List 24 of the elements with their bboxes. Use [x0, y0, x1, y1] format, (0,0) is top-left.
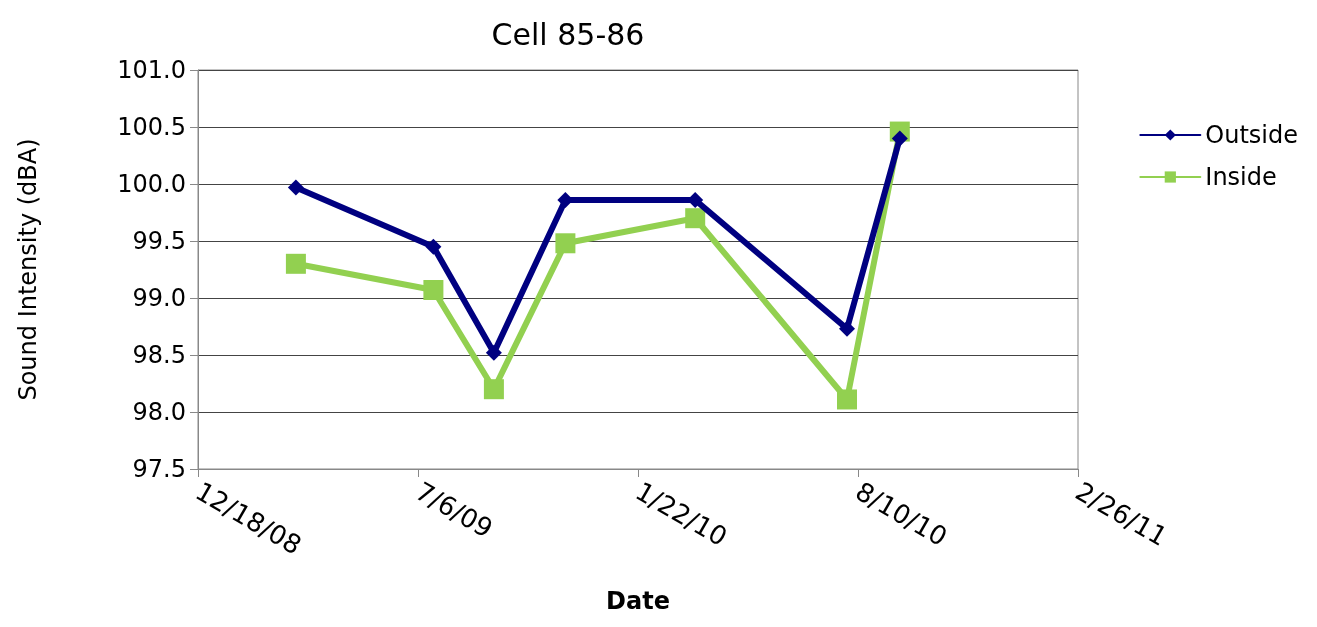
x-axis-title: Date	[606, 587, 670, 615]
point	[685, 208, 706, 229]
legend-label: Outside	[1205, 121, 1298, 149]
point	[483, 379, 504, 400]
point	[555, 233, 576, 254]
point	[837, 389, 857, 410]
chart-title: Cell 85-86	[491, 16, 645, 52]
point	[485, 344, 502, 361]
point	[425, 238, 442, 255]
y-tick-label: 101.0	[117, 56, 186, 84]
y-axis-title: Sound Intensity (dBA)	[14, 138, 42, 401]
legend-label: Inside	[1205, 163, 1277, 191]
point	[285, 253, 306, 274]
y-tick-label: 100.5	[117, 113, 186, 141]
y-tick-label: 98.0	[132, 398, 186, 426]
point	[839, 320, 855, 337]
point	[287, 179, 304, 196]
y-tick-label: 99.0	[132, 284, 186, 312]
y-tick-label: 98.5	[132, 341, 186, 369]
y-tick-label: 99.5	[132, 227, 186, 255]
point	[423, 280, 444, 301]
y-tick-label: 100.0	[117, 170, 186, 198]
point	[891, 130, 908, 147]
y-tick-label: 97.5	[132, 455, 186, 483]
